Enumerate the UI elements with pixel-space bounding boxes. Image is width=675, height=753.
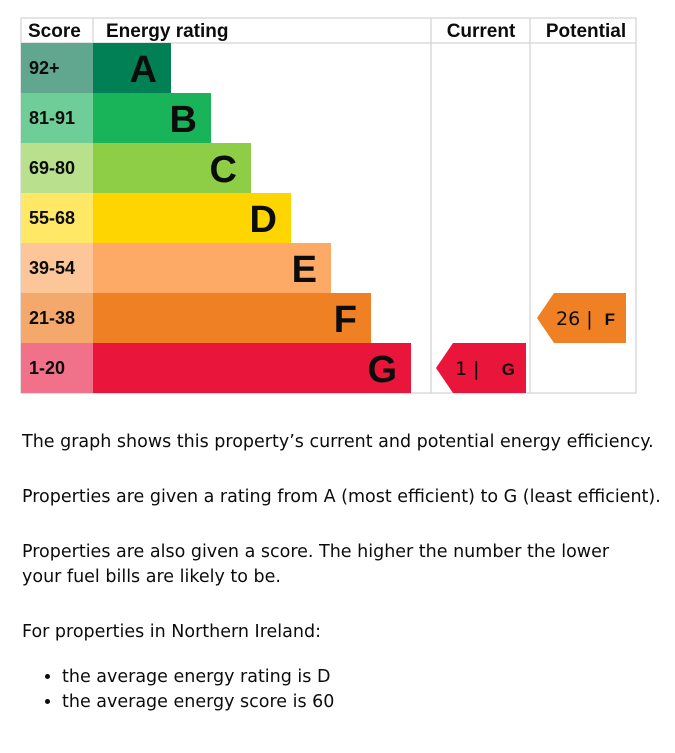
energy-rating-chart: Score Energy rating Current Potential 92…: [20, 17, 637, 394]
band-letter-g: G: [367, 349, 397, 391]
header-current: Current: [447, 21, 516, 42]
current-marker: [436, 343, 526, 393]
band-bar-a: [93, 43, 171, 93]
score-range-b: 81-91: [29, 108, 75, 128]
potential-band-letter: F: [605, 310, 615, 329]
score-cell-e: [21, 243, 93, 293]
band-letter-a: A: [130, 49, 157, 91]
score-range-g: 1-20: [29, 358, 65, 378]
potential-marker: [537, 293, 626, 343]
header-potential: Potential: [546, 21, 626, 42]
band-bar-g: [93, 343, 411, 393]
score-range-f: 21-38: [29, 308, 75, 328]
score-cell-f: [21, 293, 93, 343]
current-band-letter: G: [502, 360, 515, 379]
score-range-a: 92+: [29, 58, 60, 78]
band-bar-c: [93, 143, 251, 193]
northern-ireland-intro: For properties in Northern Ireland:: [22, 622, 321, 642]
band-letter-c: C: [210, 149, 237, 191]
chart-headers: Score Energy rating Current Potential: [28, 21, 626, 42]
score-range-c: 69-80: [29, 158, 75, 178]
header-energy-rating: Energy rating: [106, 21, 228, 42]
score-cell-c: [21, 143, 93, 193]
average-score-item: the average energy score is 60: [62, 690, 334, 715]
potential-score: 26 |: [556, 308, 593, 330]
current-score: 1 |: [455, 358, 480, 380]
band-bar-b: [93, 93, 211, 143]
average-rating-item: the average energy rating is D: [62, 665, 334, 690]
score-range-d: 55-68: [29, 208, 75, 228]
band-bar-e: [93, 243, 331, 293]
band-letter-e: E: [292, 249, 317, 291]
band-letter-d: D: [250, 199, 277, 241]
score-cell-d: [21, 193, 93, 243]
band-letter-b: B: [170, 99, 197, 141]
band-letter-f: F: [334, 299, 357, 341]
score-cell-a: [21, 43, 93, 93]
rating-explanation: Properties are given a rating from A (mo…: [22, 487, 661, 507]
score-cell-g: [21, 343, 93, 393]
rating-markers: 1 | G 26 | F: [436, 293, 626, 393]
band-bar-d: [93, 193, 291, 243]
header-score: Score: [28, 21, 81, 42]
chart-description: The graph shows this property’s current …: [22, 432, 654, 452]
rating-bands: 92+ A 81-91 B 69-80 C 55-68 D 39-54 E 21-38 F 1-20 G: [21, 43, 411, 393]
score-explanation: Properties are also given a score. The h…: [22, 542, 610, 587]
score-cell-b: [21, 93, 93, 143]
band-bar-f: [93, 293, 371, 343]
average-list: the average energy rating is D the avera…: [22, 665, 334, 715]
score-range-e: 39-54: [29, 258, 75, 278]
